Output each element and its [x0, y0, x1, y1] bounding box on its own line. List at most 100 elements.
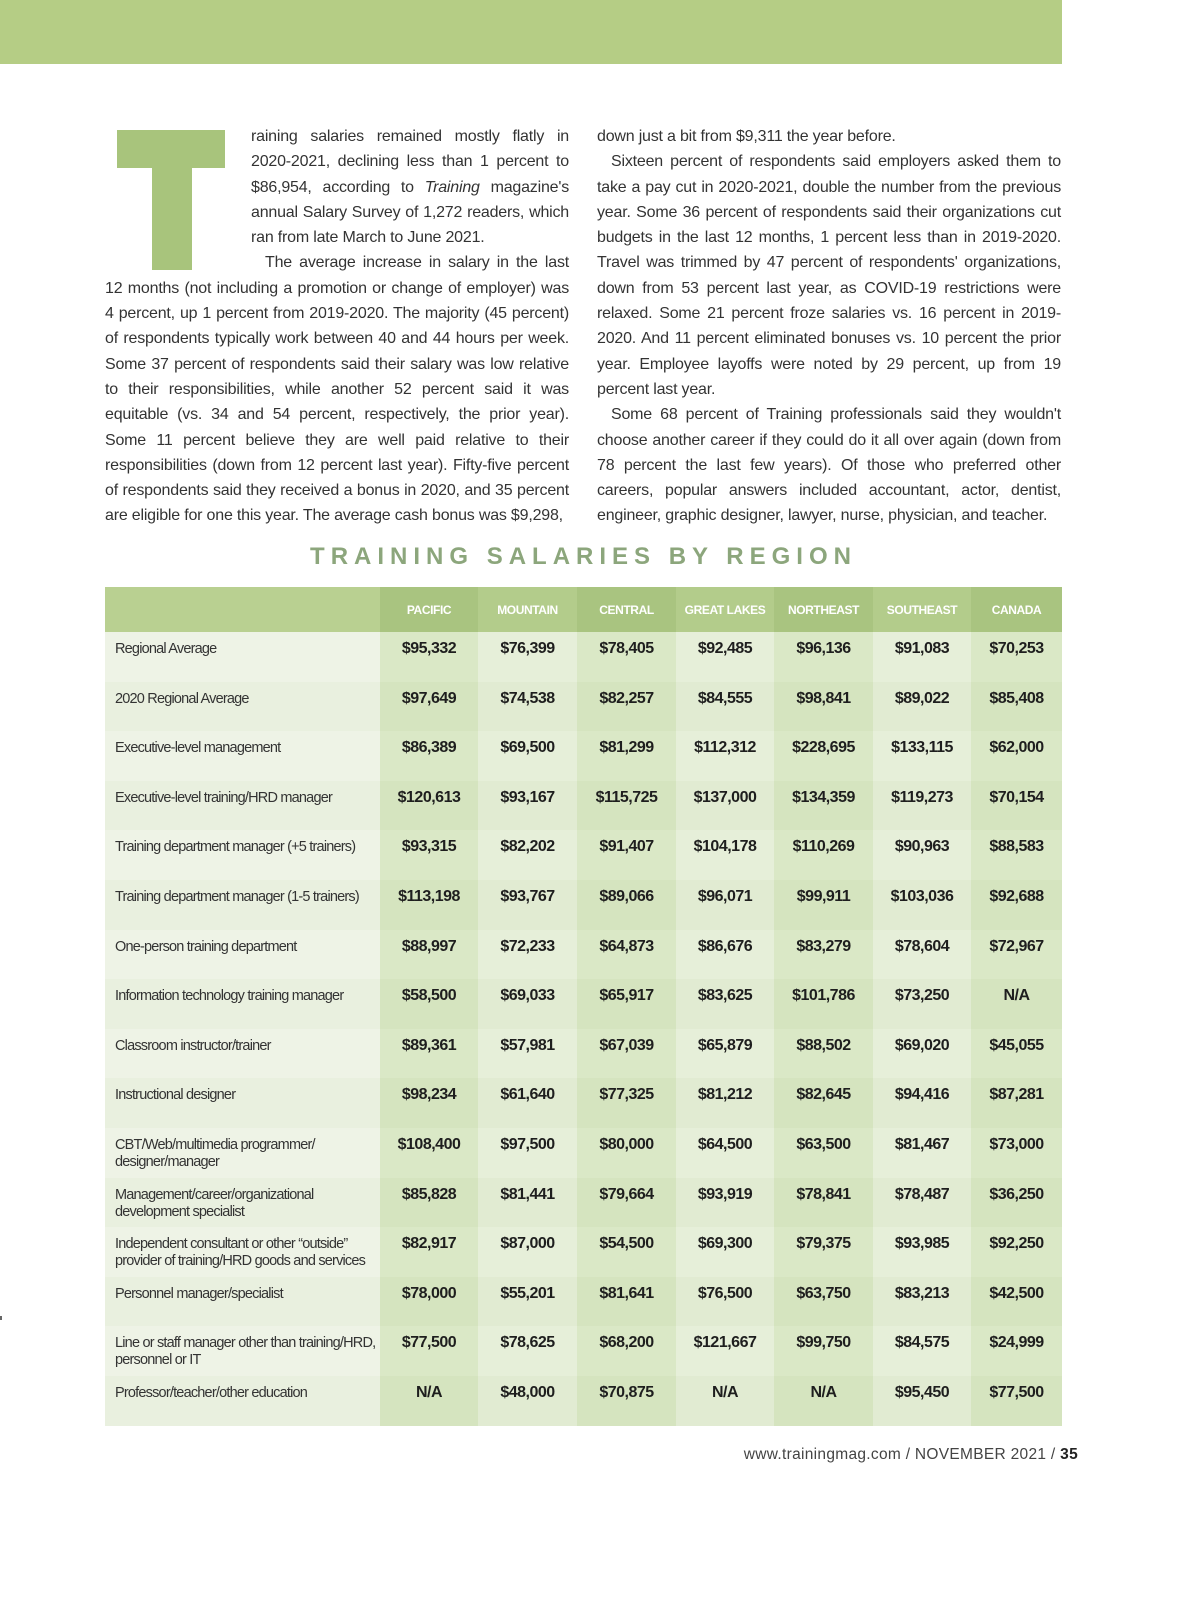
salary-cell: $101,786: [774, 979, 873, 1029]
salary-cell: N/A: [380, 1375, 478, 1426]
paragraph: The average increase in salary in the la…: [105, 254, 569, 525]
salary-cell: $115,725: [577, 780, 676, 831]
edge-mark: [0, 1316, 2, 1320]
salary-cell: $98,234: [380, 1078, 478, 1128]
salary-cell: $84,555: [676, 681, 774, 732]
salary-cell: $78,604: [873, 929, 971, 980]
salary-cell: $76,399: [478, 632, 577, 682]
salary-table: PACIFIC MOUNTAIN CENTRAL GREAT LAKES NORTHEA…: [105, 587, 1062, 1426]
row-label: Training department manager (+5 trainers…: [105, 830, 380, 880]
salary-cell: $73,250: [873, 979, 971, 1029]
salary-cell: $83,213: [873, 1276, 971, 1327]
page-number: 35: [1060, 1446, 1078, 1463]
page-footer: www.trainingmag.com / NOVEMBER 2021 / 35: [743, 1446, 1078, 1463]
salary-cell: $78,841: [774, 1177, 873, 1228]
salary-cell: $73,000: [971, 1127, 1062, 1178]
salary-cell: $92,485: [676, 632, 774, 682]
footer-site: www.trainingmag.com: [743, 1446, 902, 1463]
column-header-central: CENTRAL: [577, 587, 676, 632]
row-label: CBT/Web/multimedia programmer/ designer/…: [105, 1127, 380, 1178]
salary-cell: $83,279: [774, 929, 873, 980]
salary-cell: $78,487: [873, 1177, 971, 1228]
table-row: Training department manager (+5 trainers…: [105, 830, 1062, 880]
salary-cell: $72,967: [971, 929, 1062, 980]
row-label: Management/career/organizational develop…: [105, 1177, 380, 1228]
row-label: Line or staff manager other than trainin…: [105, 1326, 380, 1376]
row-label: Professor/teacher/other education: [105, 1375, 380, 1426]
row-label: Regional Average: [105, 632, 380, 682]
article-column-left: raining salaries remained mostly flatly …: [105, 124, 569, 529]
salary-cell: $94,416: [873, 1078, 971, 1128]
salary-cell: $97,649: [380, 681, 478, 732]
article-column-right: down just a bit from $9,311 the year bef…: [597, 124, 1061, 529]
salary-cell: $83,625: [676, 979, 774, 1029]
salary-cell: $81,641: [577, 1276, 676, 1327]
salary-cell: $137,000: [676, 780, 774, 831]
table-row: Personnel manager/specialist $78,000 $55,2…: [105, 1276, 1062, 1327]
salary-cell: $67,039: [577, 1028, 676, 1079]
row-label: Information technology training manager: [105, 979, 380, 1029]
paragraph: Sixteen percent of respondents said empl…: [597, 153, 1061, 398]
salary-cell: $228,695: [774, 731, 873, 781]
row-label: Executive-level management: [105, 731, 380, 781]
paragraph: Some 68 percent of Training professional…: [597, 406, 1061, 525]
salary-cell: $98,841: [774, 681, 873, 732]
salary-cell: $70,253: [971, 632, 1062, 682]
salary-cell: $96,071: [676, 879, 774, 930]
salary-cell: $63,750: [774, 1276, 873, 1327]
salary-cell: $80,000: [577, 1127, 676, 1178]
salary-cell: $58,500: [380, 979, 478, 1029]
footer-issue: NOVEMBER 2021: [914, 1446, 1047, 1463]
table-row: One-person training department $88,997 $72…: [105, 929, 1062, 980]
salary-cell: $70,875: [577, 1375, 676, 1426]
salary-cell: N/A: [971, 979, 1062, 1029]
salary-cell: N/A: [774, 1375, 873, 1426]
salary-cell: $93,167: [478, 780, 577, 831]
header-blank: [105, 587, 380, 632]
salary-cell: $85,828: [380, 1177, 478, 1228]
salary-cell: $120,613: [380, 780, 478, 831]
table-row: Regional Average $95,332 $76,399 $78,405 $92…: [105, 632, 1062, 682]
salary-cell: N/A: [676, 1375, 774, 1426]
salary-cell: $92,250: [971, 1227, 1062, 1277]
salary-cell: $62,000: [971, 731, 1062, 781]
column-header-canada: CANADA: [971, 587, 1062, 632]
salary-cell: $95,332: [380, 632, 478, 682]
salary-cell: $89,066: [577, 879, 676, 930]
salary-cell: $91,083: [873, 632, 971, 682]
salary-cell: $78,000: [380, 1276, 478, 1327]
salary-cell: $65,917: [577, 979, 676, 1029]
salary-cell: $68,200: [577, 1326, 676, 1376]
row-label: Executive-level training/HRD manager: [105, 780, 380, 831]
salary-cell: $93,919: [676, 1177, 774, 1228]
salary-cell: $93,767: [478, 879, 577, 930]
row-label: Classroom instructor/trainer: [105, 1028, 380, 1079]
table-title: TRAINING SALARIES BY REGION: [310, 543, 857, 570]
salary-cell: $79,375: [774, 1227, 873, 1277]
salary-cell: $95,450: [873, 1375, 971, 1426]
row-label: 2020 Regional Average: [105, 681, 380, 732]
salary-cell: $70,154: [971, 780, 1062, 831]
salary-cell: $113,198: [380, 879, 478, 930]
salary-cell: $92,688: [971, 879, 1062, 930]
salary-cell: $87,000: [478, 1227, 577, 1277]
salary-cell: $97,500: [478, 1127, 577, 1178]
salary-cell: $72,233: [478, 929, 577, 980]
row-label: Training department manager (1-5 trainer…: [105, 879, 380, 930]
salary-cell: $104,178: [676, 830, 774, 880]
paragraph: raining salaries remained mostly flatly …: [251, 128, 569, 247]
salary-cell: $76,500: [676, 1276, 774, 1327]
table-row: Information technology training manager $…: [105, 979, 1062, 1029]
drop-cap-t: [113, 130, 239, 270]
salary-cell: $82,202: [478, 830, 577, 880]
table-row: Professor/teacher/other education N/A $48,…: [105, 1375, 1062, 1426]
salary-cell: $112,312: [676, 731, 774, 781]
salary-cell: $88,583: [971, 830, 1062, 880]
salary-cell: $77,325: [577, 1078, 676, 1128]
salary-cell: $24,999: [971, 1326, 1062, 1376]
salary-cell: $133,115: [873, 731, 971, 781]
salary-cell: $69,020: [873, 1028, 971, 1079]
row-label: One-person training department: [105, 929, 380, 980]
salary-cell: $54,500: [577, 1227, 676, 1277]
salary-cell: $81,467: [873, 1127, 971, 1178]
